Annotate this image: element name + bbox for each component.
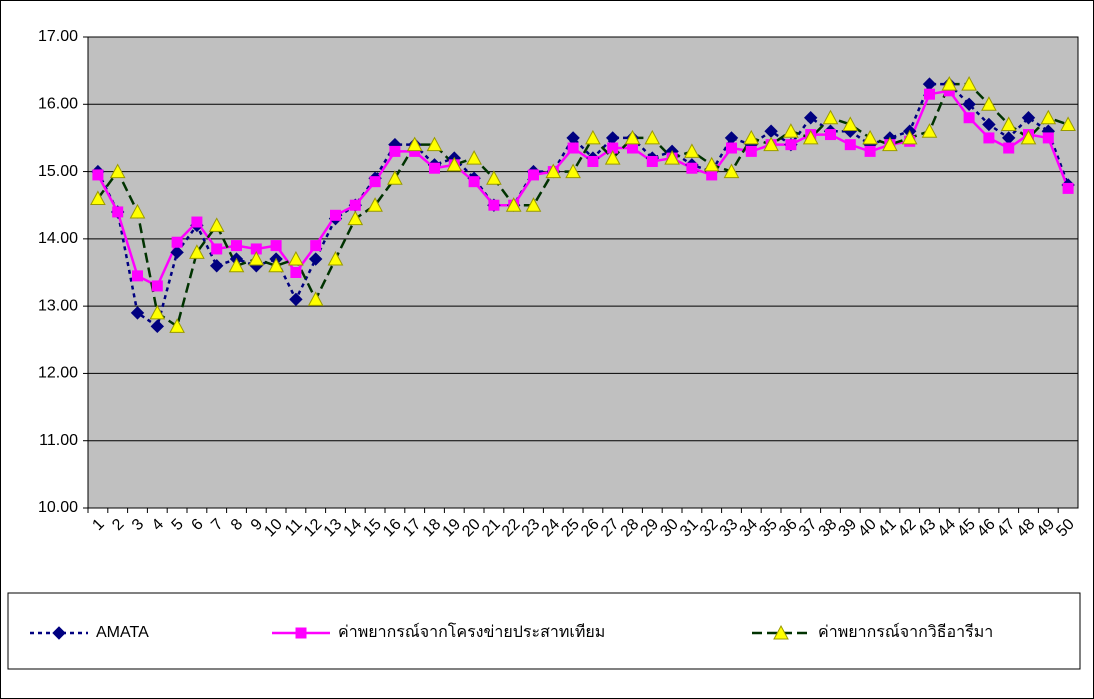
- y-tick-label: 10.00: [38, 499, 78, 516]
- point: [786, 140, 796, 150]
- chart: 10.00 11.00 12.00 13.00 14.00 15.00 16.00 17.00…: [0, 0, 1094, 699]
- point: [172, 237, 182, 247]
- legend-marker: [296, 628, 306, 638]
- point: [331, 210, 341, 220]
- point: [1004, 143, 1014, 153]
- point: [687, 163, 697, 173]
- point: [984, 133, 994, 143]
- point: [588, 156, 598, 166]
- y-tick-label: 11.00: [39, 432, 78, 449]
- y-tick-label: 12.00: [38, 365, 78, 382]
- point: [529, 170, 539, 180]
- point: [93, 170, 103, 180]
- point: [1043, 133, 1053, 143]
- point: [430, 163, 440, 173]
- point: [192, 217, 202, 227]
- point: [647, 156, 657, 166]
- plot-area: [88, 37, 1078, 508]
- point: [370, 177, 380, 187]
- point: [865, 146, 875, 156]
- point: [845, 140, 855, 150]
- point: [350, 200, 360, 210]
- point: [232, 241, 242, 251]
- point: [489, 200, 499, 210]
- y-tick-label: 16.00: [38, 96, 78, 113]
- y-tick-label: 15.00: [38, 163, 78, 180]
- point: [727, 143, 737, 153]
- y-tick-label: 14.00: [38, 230, 78, 247]
- point: [212, 244, 222, 254]
- y-tick-label: 17.00: [38, 28, 78, 45]
- point: [390, 146, 400, 156]
- y-tick-label: 13.00: [38, 297, 78, 314]
- point: [271, 241, 281, 251]
- point: [113, 207, 123, 217]
- legend-label: ค่าพยากรณ์จากโครงข่ายประสาทเทียม: [338, 622, 605, 641]
- point: [469, 177, 479, 187]
- point: [1063, 183, 1073, 193]
- point: [925, 89, 935, 99]
- point: [628, 143, 638, 153]
- legend-label: ค่าพยากรณ์จากวิธีอารีมา: [818, 622, 993, 641]
- point: [152, 281, 162, 291]
- point: [707, 170, 717, 180]
- point: [826, 130, 836, 140]
- point: [291, 268, 301, 278]
- point: [133, 271, 143, 281]
- point: [568, 143, 578, 153]
- point: [311, 241, 321, 251]
- legend-label: AMATA: [96, 624, 149, 641]
- point: [746, 146, 756, 156]
- point: [964, 113, 974, 123]
